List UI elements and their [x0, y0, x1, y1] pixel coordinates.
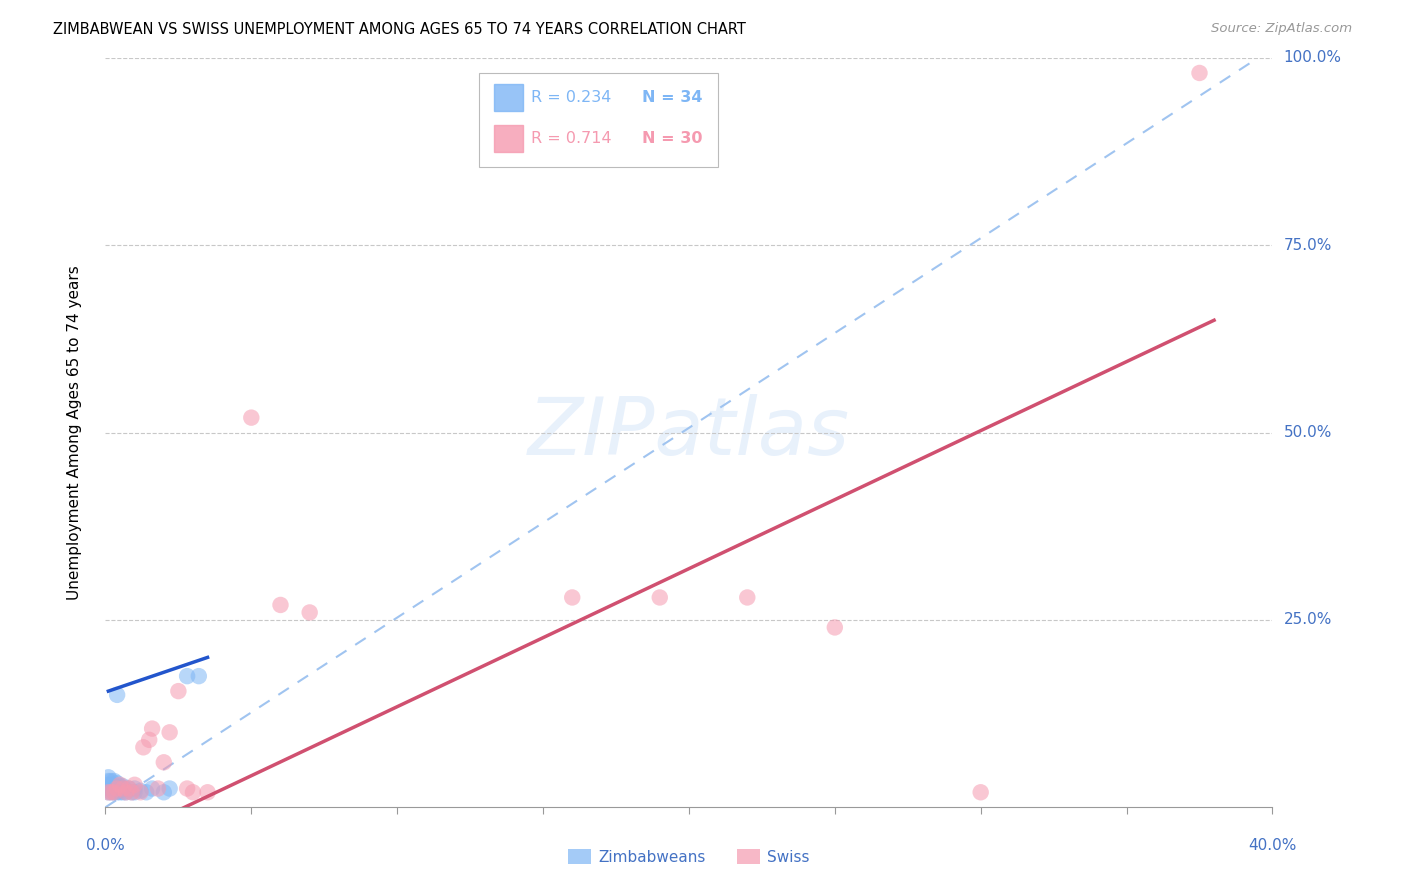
Point: [111, 781, 134, 796]
Point: [115, 785, 138, 799]
Bar: [494, 84, 523, 112]
Y-axis label: Unemployment Among Ages 65 to 74 years: Unemployment Among Ages 65 to 74 years: [67, 265, 82, 600]
Point: [141, 781, 163, 796]
Point: [103, 785, 125, 799]
Point: [121, 785, 143, 799]
Point: [100, 785, 122, 799]
Point: [181, 785, 204, 799]
Point: [269, 598, 292, 612]
Point: [561, 591, 583, 605]
Point: [121, 785, 143, 799]
Point: [108, 785, 131, 799]
Text: ZIPatlas: ZIPatlas: [527, 393, 851, 472]
Point: [97, 774, 120, 789]
Point: [153, 756, 174, 770]
Point: [111, 779, 134, 793]
Point: [97, 785, 120, 799]
Point: [240, 410, 263, 425]
Text: 40.0%: 40.0%: [1249, 838, 1296, 853]
Point: [108, 779, 131, 793]
Point: [111, 785, 134, 799]
Point: [105, 776, 128, 790]
Text: 50.0%: 50.0%: [1284, 425, 1331, 440]
Point: [100, 781, 122, 796]
Point: [97, 785, 120, 799]
Point: [176, 669, 198, 683]
Point: [135, 785, 157, 799]
Point: [97, 781, 120, 796]
Point: [124, 778, 146, 792]
Point: [97, 770, 120, 784]
Point: [118, 781, 141, 796]
Point: [159, 781, 181, 796]
FancyBboxPatch shape: [479, 73, 718, 167]
Text: 75.0%: 75.0%: [1284, 238, 1331, 252]
Text: R = 0.234: R = 0.234: [531, 90, 612, 105]
Text: 100.0%: 100.0%: [1284, 51, 1341, 65]
Point: [118, 781, 141, 796]
Text: 25.0%: 25.0%: [1284, 613, 1331, 627]
Point: [298, 606, 321, 620]
Point: [1188, 66, 1211, 80]
Point: [103, 785, 125, 799]
Point: [138, 732, 160, 747]
Point: [132, 740, 155, 755]
Point: [129, 785, 152, 799]
Text: 0.0%: 0.0%: [86, 838, 125, 853]
Point: [100, 785, 122, 799]
Point: [100, 778, 122, 792]
Text: Source: ZipAtlas.com: Source: ZipAtlas.com: [1212, 22, 1353, 36]
Point: [111, 781, 134, 796]
Point: [167, 684, 190, 698]
Point: [141, 722, 163, 736]
Point: [103, 774, 125, 789]
Bar: [494, 126, 523, 153]
Point: [737, 591, 759, 605]
Point: [103, 779, 125, 793]
Point: [187, 669, 209, 683]
Point: [124, 781, 146, 796]
Point: [824, 620, 846, 634]
Point: [103, 781, 125, 796]
Point: [970, 785, 993, 799]
Point: [176, 781, 198, 796]
Point: [648, 591, 671, 605]
Legend: Zimbabweans, Swiss: Zimbabweans, Swiss: [562, 843, 815, 871]
Point: [115, 785, 138, 799]
Point: [105, 781, 128, 796]
Point: [108, 778, 131, 792]
Point: [105, 785, 128, 799]
Text: ZIMBABWEAN VS SWISS UNEMPLOYMENT AMONG AGES 65 TO 74 YEARS CORRELATION CHART: ZIMBABWEAN VS SWISS UNEMPLOYMENT AMONG A…: [53, 22, 747, 37]
Point: [146, 781, 169, 796]
Point: [197, 785, 219, 799]
Text: N = 34: N = 34: [643, 90, 703, 105]
Text: N = 30: N = 30: [643, 131, 703, 146]
Point: [153, 785, 174, 799]
Point: [124, 785, 146, 799]
Point: [129, 784, 152, 798]
Point: [159, 725, 181, 739]
Point: [97, 778, 120, 792]
Point: [105, 688, 128, 702]
Text: R = 0.714: R = 0.714: [531, 131, 612, 146]
Point: [100, 774, 122, 789]
Point: [105, 781, 128, 796]
